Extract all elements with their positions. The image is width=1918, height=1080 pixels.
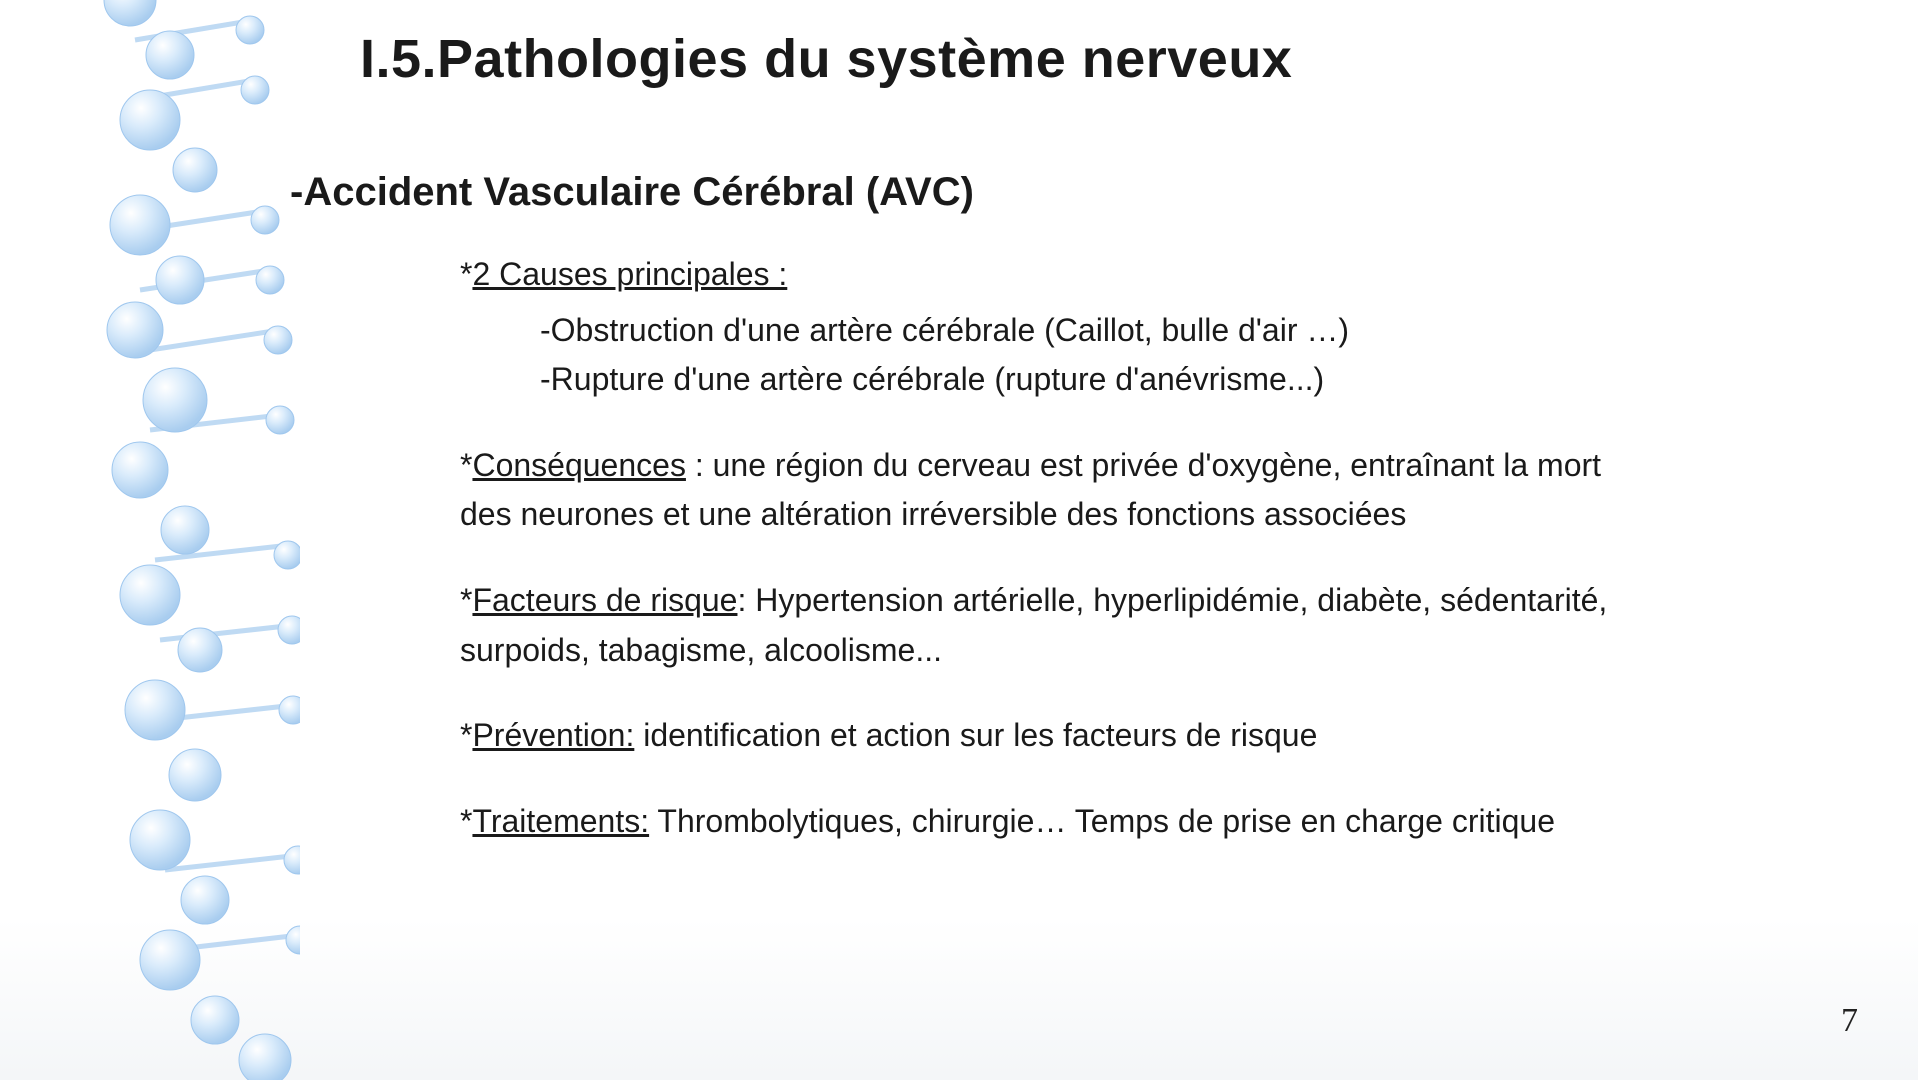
risk-label: Facteurs de risque (472, 582, 737, 618)
bullet-star: * (460, 256, 472, 292)
prevention-block: *Prévention: identification et action su… (460, 711, 1660, 761)
bullet-star: * (460, 803, 472, 839)
causes-list: -Obstruction d'une artère cérébrale (Cai… (540, 306, 1660, 405)
prevention-text: identification et action sur les facteur… (634, 717, 1317, 753)
slide-subtitle: -Accident Vasculaire Cérébral (AVC) (290, 170, 974, 215)
causes-label: 2 Causes principales : (472, 256, 787, 292)
cause-item: -Obstruction d'une artère cérébrale (Cai… (540, 306, 1660, 356)
consequences-block: *Conséquences : une région du cerveau es… (460, 441, 1660, 540)
risk-block: *Facteurs de risque: Hypertension artéri… (460, 576, 1660, 675)
prevention-label: Prévention: (472, 717, 634, 753)
cause-item: -Rupture d'une artère cérébrale (rupture… (540, 355, 1660, 405)
bullet-star: * (460, 582, 472, 618)
dna-helix-image (0, 0, 300, 1080)
slide-body: *2 Causes principales : -Obstruction d'u… (460, 250, 1660, 846)
consequences-label: Conséquences (472, 447, 685, 483)
page-number: 7 (1841, 1002, 1858, 1040)
bullet-star: * (460, 717, 472, 753)
treatment-label: Traitements: (472, 803, 649, 839)
treatment-text: Thrombolytiques, chirurgie… Temps de pri… (649, 803, 1555, 839)
bullet-star: * (460, 447, 472, 483)
treatment-block: *Traitements: Thrombolytiques, chirurgie… (460, 797, 1660, 847)
slide-title: I.5.Pathologies du système nerveux (360, 28, 1292, 90)
causes-block: *2 Causes principales : -Obstruction d'u… (460, 250, 1660, 405)
slide: I.5.Pathologies du système nerveux -Acci… (0, 0, 1918, 1080)
